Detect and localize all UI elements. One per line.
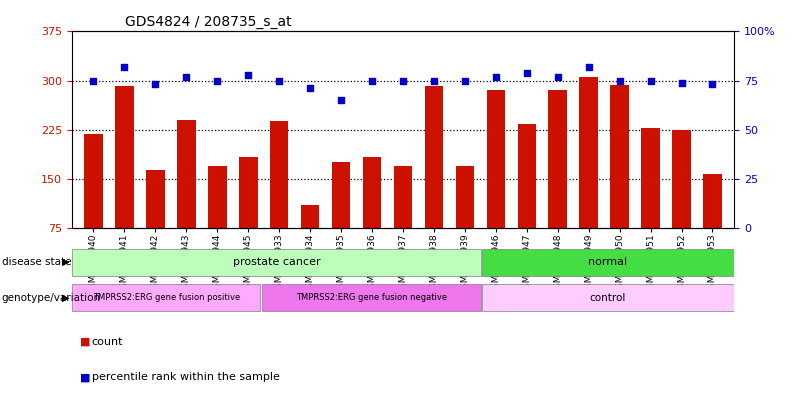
Point [583,64,595,70]
Bar [301,205,319,228]
Bar [610,85,629,228]
Text: TMPRSS2:ERG gene fusion positive: TMPRSS2:ERG gene fusion positive [93,293,240,302]
Bar [146,170,164,228]
Text: count: count [92,337,123,347]
Point [304,85,317,92]
Point [551,73,564,80]
Point [180,73,193,80]
Bar [483,285,733,311]
Bar [456,166,474,228]
Point [706,81,719,88]
Point [118,64,131,70]
Bar [270,121,288,228]
Text: ■: ■ [80,337,90,347]
Point [613,77,626,84]
Text: genotype/variation: genotype/variation [2,292,101,303]
Text: control: control [590,293,626,303]
Bar [672,130,691,228]
Bar [73,249,481,275]
Bar [332,162,350,228]
Point [149,81,162,88]
Bar [177,120,196,228]
Point [87,77,100,84]
Point [397,77,409,84]
Bar [642,128,660,228]
Point [334,97,347,103]
Point [242,72,255,78]
Text: GDS4824 / 208735_s_at: GDS4824 / 208735_s_at [124,15,291,29]
Text: normal: normal [588,257,627,267]
Bar [85,134,103,228]
Bar [262,285,481,311]
Bar [115,86,134,228]
Point [675,79,688,86]
Bar [703,174,721,228]
Bar [487,90,505,228]
Text: disease state: disease state [2,257,71,267]
Text: ▶: ▶ [62,292,69,303]
Bar [393,166,413,228]
Bar [208,166,227,228]
Point [211,77,223,84]
Text: ▶: ▶ [62,257,69,267]
Point [520,70,533,76]
Point [459,77,472,84]
Bar [363,156,381,228]
Text: ■: ■ [80,372,90,382]
Bar [239,157,258,228]
Text: prostate cancer: prostate cancer [233,257,321,267]
Point [644,77,657,84]
Bar [483,249,733,275]
Bar [73,285,260,311]
Bar [579,77,598,228]
Text: TMPRSS2:ERG gene fusion negative: TMPRSS2:ERG gene fusion negative [296,293,447,302]
Bar [548,90,567,228]
Bar [425,86,443,228]
Point [489,73,502,80]
Bar [518,125,536,228]
Point [428,77,440,84]
Text: percentile rank within the sample: percentile rank within the sample [92,372,279,382]
Point [273,77,286,84]
Point [365,77,378,84]
